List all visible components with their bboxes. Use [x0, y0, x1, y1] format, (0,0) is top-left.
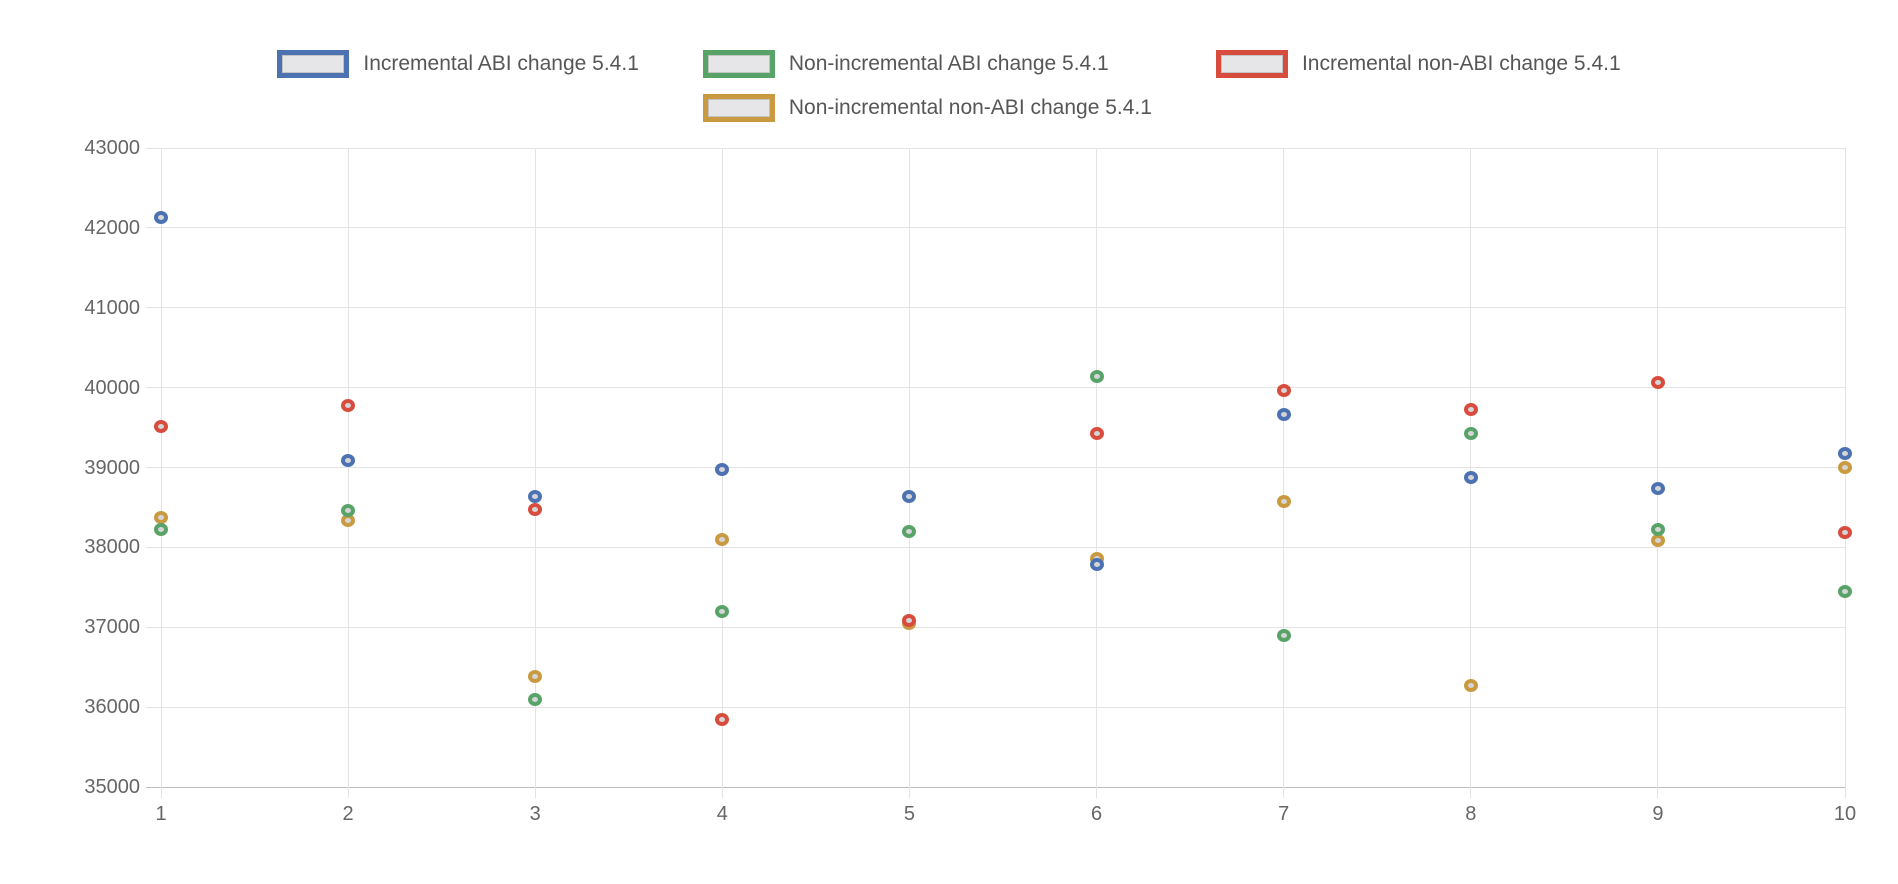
- legend-swatch: [702, 94, 775, 122]
- x-gridline: [160, 148, 162, 798]
- legend-swatch: [277, 50, 350, 78]
- y-axis-tick-label: 38000: [84, 536, 140, 559]
- data-point[interactable]: [1650, 376, 1665, 390]
- data-point[interactable]: [715, 463, 730, 477]
- x-axis-tick-label: 6: [1090, 803, 1103, 825]
- data-point[interactable]: [715, 604, 730, 618]
- y-gridline: [146, 706, 1845, 708]
- data-point[interactable]: [1838, 584, 1852, 598]
- y-axis-tick-label: 41000: [84, 296, 140, 319]
- legend-item[interactable]: Incremental ABI change 5.4.1: [277, 50, 639, 78]
- data-point[interactable]: [1650, 523, 1665, 537]
- data-point[interactable]: [1838, 461, 1852, 474]
- data-point[interactable]: [1650, 481, 1665, 495]
- data-point[interactable]: [1838, 525, 1852, 539]
- x-axis-tick-label: 3: [529, 803, 541, 825]
- y-axis-tick-label: 40000: [84, 376, 140, 399]
- data-point[interactable]: [1463, 427, 1478, 441]
- y-gridline: [146, 626, 1845, 628]
- data-point[interactable]: [1463, 679, 1478, 693]
- data-point[interactable]: [341, 399, 356, 413]
- legend-item-label: Non-incremental ABI change 5.4.1: [788, 52, 1109, 75]
- data-point[interactable]: [1276, 408, 1291, 422]
- x-axis-tick-label: 7: [1278, 803, 1290, 825]
- y-axis-tick-label: 39000: [84, 456, 140, 479]
- x-gridline: [1657, 148, 1659, 798]
- x-axis-tick-label: 8: [1465, 803, 1477, 825]
- x-gridline: [347, 148, 349, 798]
- data-point[interactable]: [154, 511, 168, 525]
- data-point[interactable]: [341, 504, 356, 518]
- y-axis-tick-label: 37000: [84, 616, 140, 639]
- data-point[interactable]: [528, 502, 543, 516]
- x-gridline: [1283, 148, 1285, 798]
- x-axis-tick-label: 9: [1652, 803, 1664, 825]
- x-gridline: [534, 148, 536, 798]
- legend-swatch: [702, 50, 775, 78]
- y-gridline: [146, 387, 1845, 389]
- data-point[interactable]: [902, 613, 917, 627]
- data-point[interactable]: [902, 489, 917, 503]
- data-point[interactable]: [528, 670, 543, 684]
- y-gridline: [146, 786, 1845, 788]
- data-point[interactable]: [528, 489, 543, 503]
- y-gridline: [146, 227, 1845, 229]
- y-axis-tick-label: 42000: [84, 216, 140, 239]
- x-axis-tick-label: 1: [155, 803, 167, 825]
- legend-item[interactable]: Incremental non-ABI change 5.4.1: [1215, 50, 1621, 78]
- y-gridline: [146, 147, 1845, 149]
- y-gridline: [146, 467, 1845, 468]
- legend-swatch: [1215, 50, 1288, 78]
- data-point[interactable]: [154, 210, 168, 224]
- legend-item-label: Incremental ABI change 5.4.1: [363, 52, 639, 75]
- data-point[interactable]: [1276, 495, 1291, 509]
- data-point[interactable]: [1089, 369, 1104, 383]
- y-axis-tick-label: 43000: [84, 137, 140, 159]
- data-point[interactable]: [1276, 384, 1291, 398]
- chart-legend: Incremental ABI change 5.4.1 Non-incremen…: [0, 50, 1898, 122]
- data-point[interactable]: [528, 692, 543, 706]
- data-point[interactable]: [715, 532, 730, 546]
- x-axis-tick-label: 4: [716, 803, 728, 825]
- legend-item[interactable]: Non-incremental non-ABI change 5.4.1: [702, 94, 1152, 122]
- x-axis-tick-label: 2: [342, 803, 354, 825]
- y-gridline: [146, 546, 1845, 548]
- legend-item[interactable]: Non-incremental ABI change 5.4.1: [702, 50, 1152, 78]
- x-gridline: [1096, 148, 1098, 798]
- y-axis-tick-label: 35000: [84, 776, 140, 798]
- legend-item-label: Non-incremental non-ABI change 5.4.1: [788, 96, 1152, 119]
- data-point[interactable]: [154, 420, 168, 434]
- y-gridline: [146, 307, 1845, 309]
- data-point[interactable]: [1463, 403, 1478, 417]
- data-point[interactable]: [154, 523, 168, 537]
- data-point[interactable]: [1276, 628, 1291, 642]
- data-point[interactable]: [1089, 558, 1104, 572]
- data-point[interactable]: [1838, 446, 1852, 460]
- data-point[interactable]: [1089, 426, 1104, 440]
- x-axis-tick-label: 5: [903, 803, 915, 825]
- x-gridline: [908, 148, 910, 798]
- data-point[interactable]: [715, 712, 730, 726]
- data-point[interactable]: [902, 524, 917, 538]
- x-axis-tick-label: 10: [1833, 803, 1857, 825]
- y-axis-tick-label: 36000: [84, 696, 140, 719]
- legend-item-label: Incremental non-ABI change 5.4.1: [1301, 52, 1621, 75]
- data-point[interactable]: [1463, 470, 1478, 484]
- data-point[interactable]: [341, 453, 356, 467]
